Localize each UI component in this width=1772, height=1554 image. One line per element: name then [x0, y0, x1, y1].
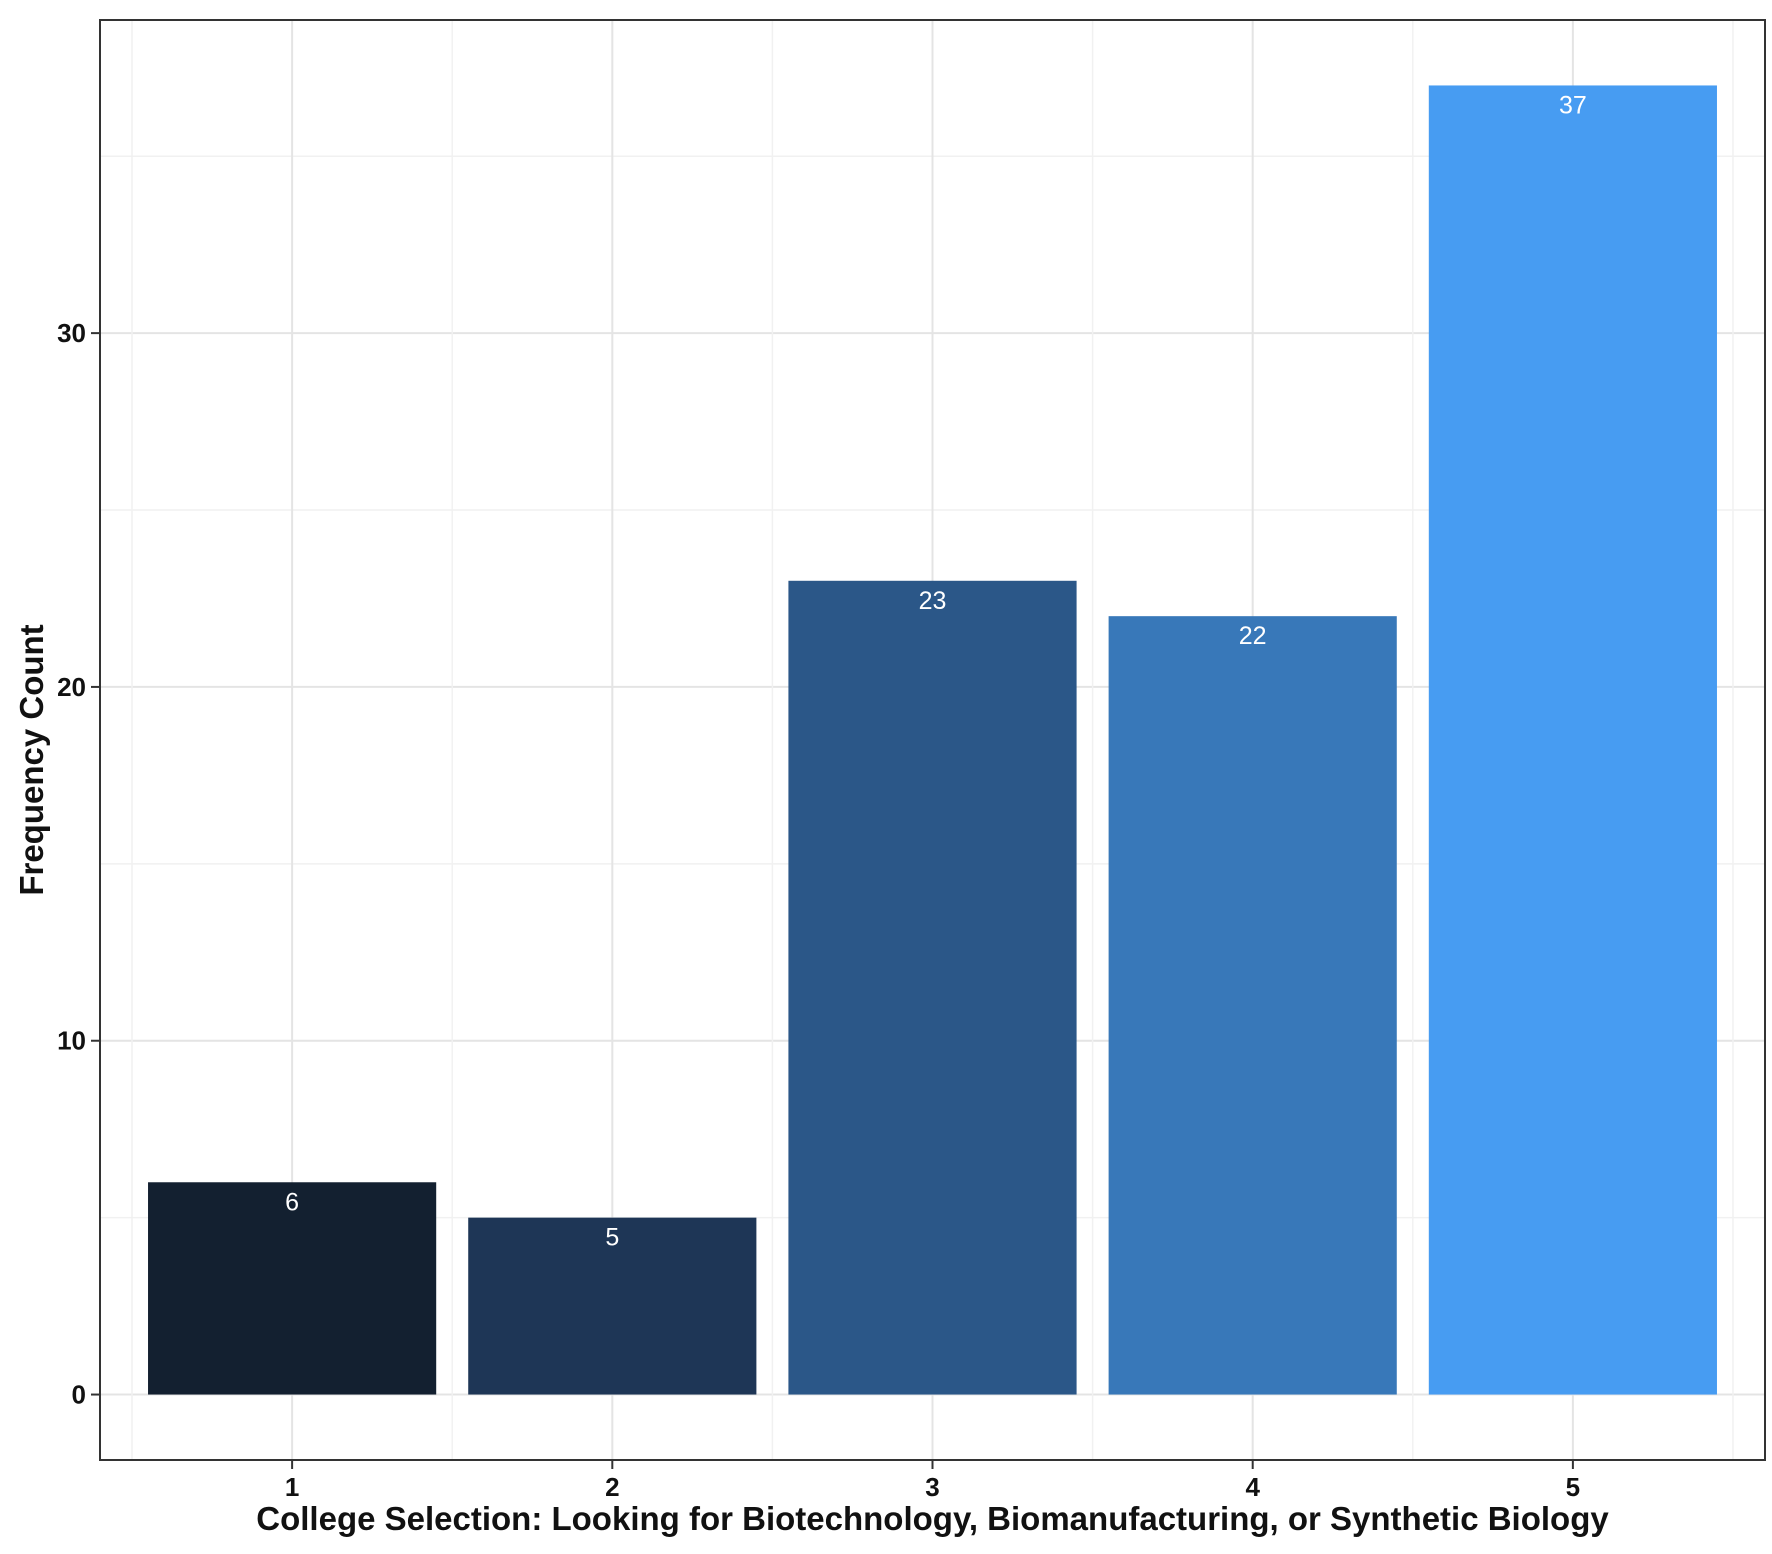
y-tick-label: 10: [57, 1026, 86, 1056]
bar-data-label: 23: [919, 587, 947, 615]
bar: [468, 1217, 757, 1395]
bar-data-label: 22: [1239, 622, 1267, 650]
bar: [148, 1182, 437, 1395]
x-tick-label: 5: [1566, 1472, 1580, 1502]
x-axis-title: College Selection: Looking for Biotechno…: [256, 1500, 1609, 1537]
bar-data-label: 5: [605, 1224, 619, 1252]
x-tick-label: 4: [1245, 1472, 1260, 1502]
bar: [1428, 85, 1717, 1395]
bar-data-labels: 6 5 23 22 37: [285, 91, 1587, 1251]
y-tick-label: 20: [57, 672, 86, 702]
bars: [148, 85, 1717, 1395]
bar: [788, 580, 1077, 1395]
bar-data-label: 37: [1559, 91, 1587, 119]
x-tick-label: 3: [925, 1472, 939, 1502]
x-tick-label: 1: [285, 1472, 299, 1502]
y-tick-label: 0: [72, 1380, 86, 1410]
bar-data-label: 6: [285, 1188, 299, 1216]
bar: [1108, 616, 1397, 1395]
x-tick-label: 2: [605, 1472, 619, 1502]
y-axis-title: Frequency Count: [13, 624, 50, 895]
y-tick-label: 30: [57, 318, 86, 348]
